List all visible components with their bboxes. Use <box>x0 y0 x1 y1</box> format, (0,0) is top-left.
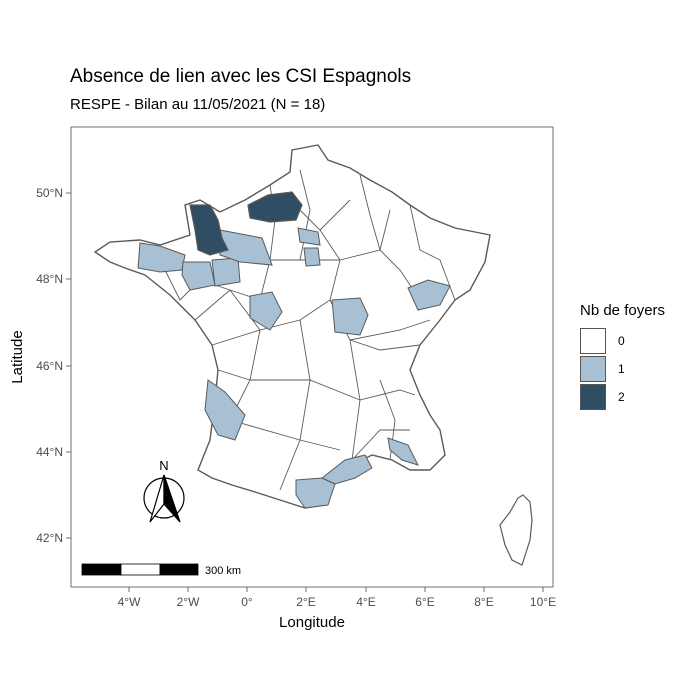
x-tick-label: 2°E <box>296 595 315 609</box>
dept-haute-saone <box>407 279 451 311</box>
map-title: Absence de lien avec les CSI Espagnols <box>70 66 412 87</box>
legend-label: 0 <box>618 334 625 348</box>
x-tick-label: 6°E <box>415 595 434 609</box>
y-tick-label: 44°N <box>36 445 63 459</box>
dept-essonne <box>303 247 321 267</box>
dept-indre-loire <box>249 291 283 331</box>
dept-ille-vilaine <box>181 261 216 291</box>
departments-value-2 <box>189 191 303 256</box>
legend-item: 2 <box>580 384 690 412</box>
dept-gironde <box>204 379 246 441</box>
x-axis <box>128 587 544 592</box>
department-borders <box>159 169 456 491</box>
corsica-outline <box>499 494 533 566</box>
dept-manche <box>189 204 229 256</box>
legend-item: 0 <box>580 328 690 356</box>
scale-segment <box>81 563 122 576</box>
dept-aude <box>295 477 336 509</box>
dept-mayenne <box>211 257 241 287</box>
legend-swatch <box>580 384 606 410</box>
x-tick-label: 2°W <box>177 595 200 609</box>
dept-nievre <box>331 297 369 336</box>
departments-value-1 <box>137 227 451 509</box>
legend-title: Nb de foyers <box>580 302 666 319</box>
x-tick-label: 4°W <box>118 595 141 609</box>
map-subtitle: RESPE - Bilan au 11/05/2021 (N = 18) <box>70 96 326 113</box>
legend-swatch <box>580 356 606 382</box>
legend-item: 1 <box>580 356 690 384</box>
y-axis-title: Latitude <box>9 330 26 383</box>
y-tick-label: 42°N <box>36 531 63 545</box>
y-axis <box>66 192 71 539</box>
x-axis-title: Longitude <box>279 614 345 631</box>
scale-bar: 300 km <box>81 563 241 577</box>
dept-seine-maritime <box>247 191 303 223</box>
y-tick-label: 48°N <box>36 272 63 286</box>
x-tick-label: 0° <box>241 595 253 609</box>
x-tick-label: 10°E <box>530 595 556 609</box>
x-tick-label: 8°E <box>474 595 493 609</box>
legend-swatch <box>580 328 606 354</box>
north-arrow-right <box>163 474 181 523</box>
north-label: N <box>159 458 168 473</box>
dept-val-oise <box>297 227 321 246</box>
legend-label: 1 <box>618 362 625 376</box>
north-arrow: N <box>143 458 185 523</box>
y-tick-label: 50°N <box>36 186 63 200</box>
scale-label: 300 km <box>205 565 241 577</box>
y-tick-label: 46°N <box>36 359 63 373</box>
scale-segment <box>159 563 199 576</box>
x-tick-label: 4°E <box>356 595 375 609</box>
legend-label: 2 <box>618 390 625 404</box>
dept-bouches-rhone <box>387 437 419 466</box>
scale-segment <box>120 563 161 576</box>
